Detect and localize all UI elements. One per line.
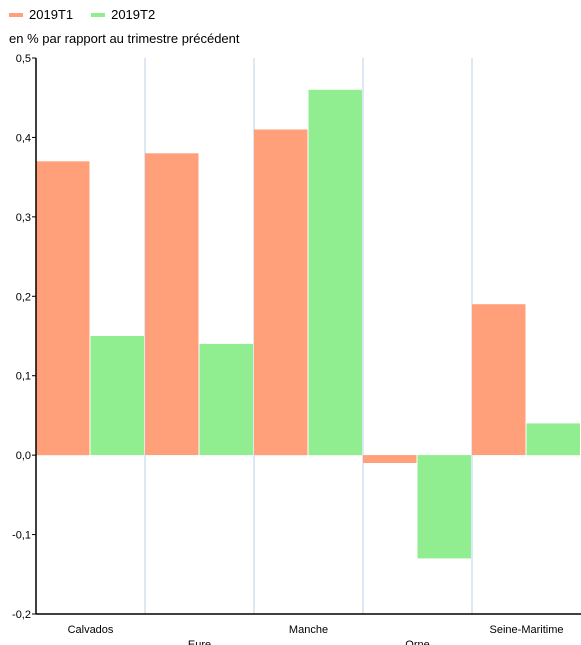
legend-label-2019t2: 2019T2 xyxy=(111,7,156,22)
bar-2019t2-calvados[interactable] xyxy=(90,336,145,456)
legend-swatch-2019t1 xyxy=(9,12,23,17)
bar-2019t2-seine-maritime[interactable] xyxy=(526,423,581,456)
y-tick-label: 0,2 xyxy=(16,291,31,303)
bar-2019t1-orne[interactable] xyxy=(363,455,417,463)
legend-item-2019t1[interactable]: 2019T1 xyxy=(9,7,73,22)
chart-subtitle: en % par rapport au trimestre précédent xyxy=(9,31,240,46)
x-tick-label: Eure xyxy=(188,639,211,645)
legend-item-2019t2[interactable]: 2019T2 xyxy=(91,7,155,22)
chart-legend: 2019T1 2019T2 xyxy=(9,7,155,22)
y-tick-label: 0,0 xyxy=(16,450,31,462)
bar-2019t2-orne[interactable] xyxy=(417,455,472,559)
bar-2019t1-eure[interactable] xyxy=(145,153,199,456)
y-tick-label: 0,5 xyxy=(16,53,31,65)
y-tick-label: 0,4 xyxy=(16,132,31,144)
y-tick-label: 0,1 xyxy=(16,371,31,383)
x-tick-label: Orne xyxy=(405,639,429,645)
y-tick-label: 0,3 xyxy=(16,212,31,224)
x-tick-label: Seine-Maritime xyxy=(490,624,564,636)
bar-2019t1-manche[interactable] xyxy=(254,129,308,456)
legend-swatch-2019t2 xyxy=(91,12,106,17)
bar-2019t1-seine-maritime[interactable] xyxy=(472,304,526,456)
y-tick-label: -0,2 xyxy=(12,609,31,621)
x-tick-label: Calvados xyxy=(68,624,114,636)
bar-2019t2-manche[interactable] xyxy=(308,89,363,456)
legend-label-2019t1: 2019T1 xyxy=(29,7,74,22)
bar-2019t2-eure[interactable] xyxy=(199,343,254,456)
bar-2019t1-calvados[interactable] xyxy=(36,161,90,456)
x-tick-label: Manche xyxy=(289,624,328,636)
y-tick-label: -0,1 xyxy=(12,530,31,542)
